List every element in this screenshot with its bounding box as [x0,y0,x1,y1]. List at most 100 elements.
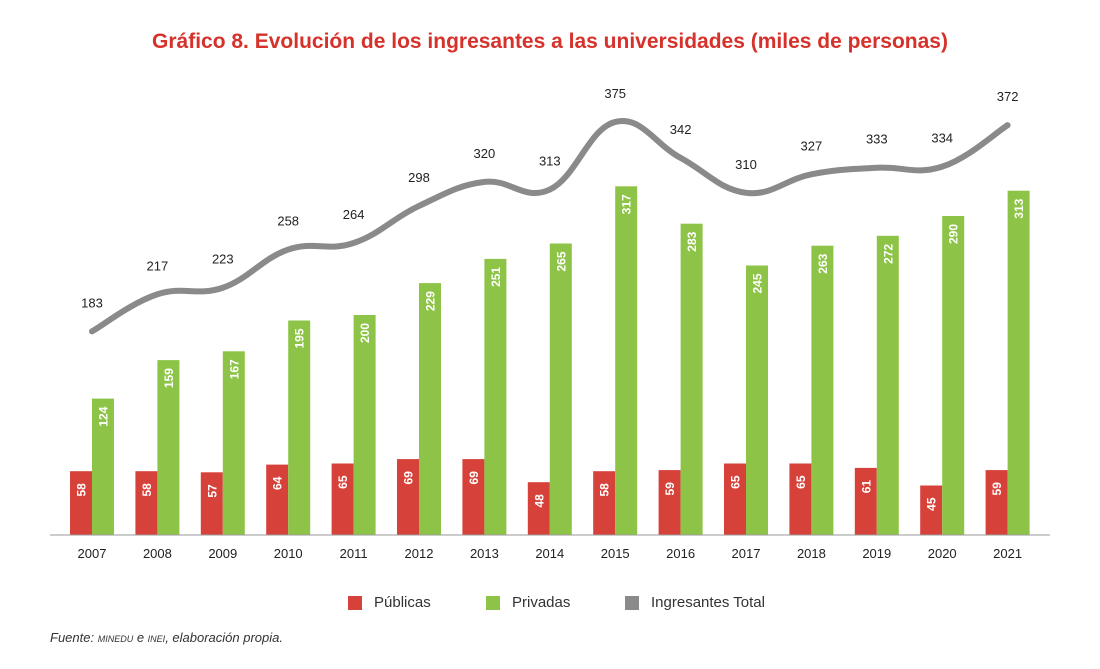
label-publicas-2015: 58 [598,483,612,497]
label-privadas-2011: 200 [358,323,372,343]
label-total-2011: 264 [343,207,365,222]
bar-privadas-2020 [942,216,965,535]
label-privadas-2009: 167 [227,359,241,379]
source-note: Fuente: minedu e inei, elaboración propi… [50,630,283,645]
x-tick-2013: 2013 [470,546,499,561]
bar-privadas-2010 [288,320,311,535]
label-publicas-2010: 64 [271,476,285,490]
x-tick-2007: 2007 [78,546,107,561]
label-publicas-2007: 58 [75,483,89,497]
bar-publicas-2012 [397,459,419,535]
chart-area: 58 124 58 159 57 167 64 195 65 200 69 229 69 251 48 265… [50,86,1050,561]
x-tick-2012: 2012 [405,546,434,561]
bar-privadas-2007 [92,398,114,535]
label-publicas-2016: 59 [663,482,677,496]
label-total-2010: 258 [277,214,299,229]
label-total-2009: 223 [212,252,234,267]
bar-publicas-2016 [658,470,681,535]
bar-privadas-2008 [157,360,180,535]
label-privadas-2018: 263 [816,253,830,273]
label-total-2021: 372 [997,89,1019,104]
label-total-2008: 217 [147,258,169,273]
bar-publicas-2010 [266,464,289,535]
bar-publicas-2007 [70,471,92,535]
label-privadas-2010: 195 [293,328,307,348]
bar-privadas-2014 [549,243,572,535]
bar-privadas-2012 [419,283,441,535]
label-total-2017: 310 [735,157,757,172]
label-privadas-2019: 272 [881,243,895,263]
label-privadas-2017: 245 [751,273,765,293]
x-tick-2015: 2015 [601,546,630,561]
x-tick-2014: 2014 [535,546,564,561]
legend-item-total: Ingresantes Total [625,594,765,611]
line-ingresantes-total [89,118,1011,335]
bar-privadas-2016 [680,223,703,535]
bar-privadas-2018 [811,245,834,535]
bar-privadas-2019 [876,235,899,536]
label-publicas-2013: 69 [467,471,481,485]
bar-privadas-2013 [484,258,507,535]
legend-swatch-total [625,595,639,610]
x-tick-2018: 2018 [797,546,826,561]
x-tick-2009: 2009 [208,546,237,561]
label-publicas-2019: 61 [859,480,873,494]
bars-layer: 58 124 58 159 57 167 64 195 65 200 69 229 69 251 48 265… [70,186,1030,536]
legend-item-publicas: Públicas [348,594,431,611]
x-tick-2016: 2016 [666,546,695,561]
label-total-2019: 333 [866,132,888,147]
label-privadas-2007: 124 [97,406,111,426]
label-privadas-2020: 290 [947,224,961,244]
label-total-2012: 298 [408,170,430,185]
x-tick-2019: 2019 [862,546,891,561]
label-publicas-2012: 69 [402,471,416,485]
x-tick-2017: 2017 [732,546,761,561]
x-tick-2020: 2020 [928,546,957,561]
bar-publicas-2013 [462,459,485,535]
bar-publicas-2021 [985,470,1008,535]
x-tick-2021: 2021 [993,546,1022,561]
legend: Públicas Privadas Ingresantes Total [0,594,1100,616]
label-privadas-2014: 265 [554,251,568,271]
bar-publicas-2020 [920,485,943,535]
label-privadas-2021: 313 [1012,198,1026,218]
label-total-2016: 342 [670,122,692,137]
label-publicas-2021: 59 [990,482,1004,496]
label-publicas-2014: 48 [532,494,546,508]
label-publicas-2018: 65 [794,475,808,489]
x-tick-2008: 2008 [143,546,172,561]
x-tick-labels: 2007 2008 2009 2010 2011 2012 2013 2014 2015 2016… [78,546,1023,561]
chart-title: Gráfico 8. Evolución de los ingresantes … [152,30,948,53]
label-total-2018: 327 [801,138,823,153]
legend-label-publicas: Públicas [374,594,431,611]
label-publicas-2011: 65 [336,475,350,489]
label-privadas-2012: 229 [424,291,438,311]
label-publicas-2009: 57 [205,484,219,498]
bar-publicas-2017 [724,463,746,535]
label-privadas-2008: 159 [162,368,176,388]
bar-publicas-2011 [331,463,354,535]
label-publicas-2008: 58 [140,483,154,497]
label-total-2014: 313 [539,154,561,169]
label-publicas-2017: 65 [729,475,743,489]
legend-label-total: Ingresantes Total [651,594,765,611]
bar-publicas-2008 [135,471,158,535]
bar-privadas-2009 [222,351,245,535]
label-total-2015: 375 [604,86,626,101]
bar-privadas-2017 [746,265,768,535]
legend-swatch-publicas [348,595,362,610]
bar-publicas-2014 [527,482,550,535]
label-privadas-2016: 283 [685,231,699,251]
label-publicas-2020: 45 [925,497,939,511]
bar-privadas-2015 [615,186,638,536]
label-privadas-2013: 251 [489,267,503,287]
bar-publicas-2009 [200,472,223,535]
label-total-2007: 183 [81,295,103,310]
legend-label-privadas: Privadas [512,594,571,611]
bar-publicas-2019 [854,467,877,535]
label-total-2013: 320 [474,146,496,161]
total-line-layer: 183 217 223 258 264 298 320 313 375 342 310 327 333 3… [81,86,1019,335]
bar-publicas-2015 [593,471,616,535]
bar-publicas-2018 [789,463,812,535]
bar-privadas-2021 [1007,190,1030,535]
